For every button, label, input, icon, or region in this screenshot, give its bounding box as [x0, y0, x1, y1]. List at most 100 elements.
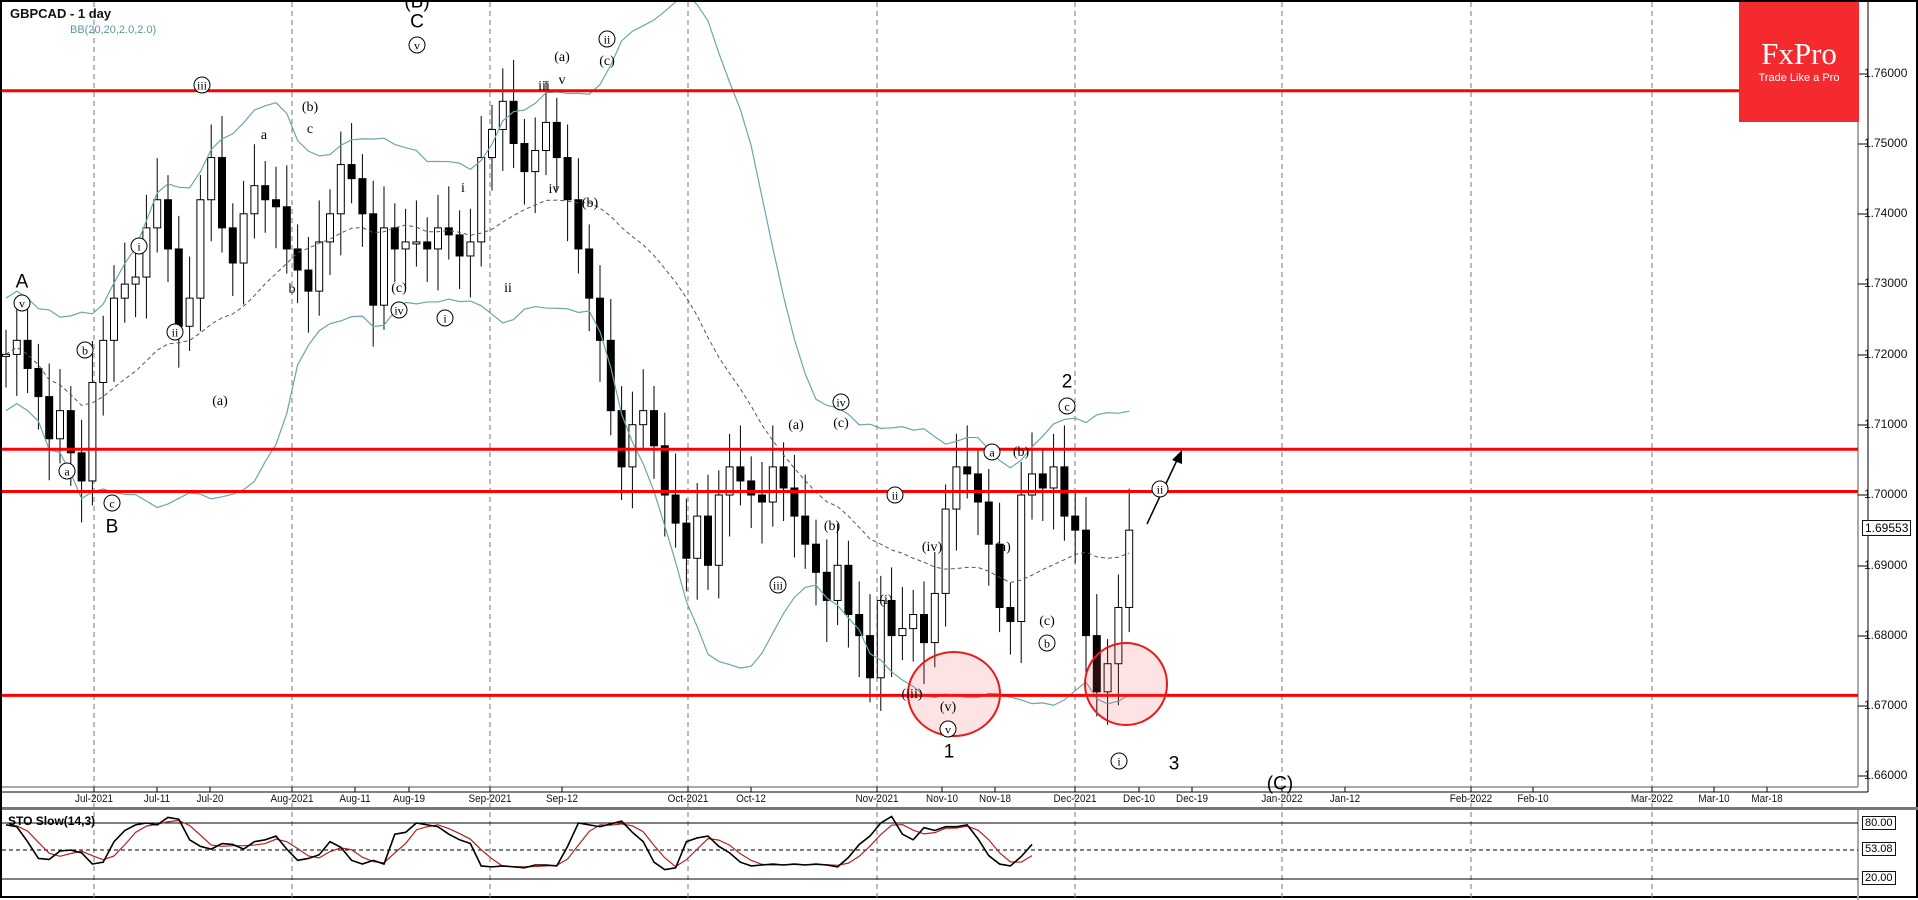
date-label: Oct-12 [736, 793, 766, 805]
wave-label: i [436, 309, 454, 327]
candle-body [239, 213, 248, 264]
logo-tagline: Trade Like a Pro [1758, 72, 1840, 84]
candle-body [293, 248, 302, 271]
candle-body [898, 628, 907, 637]
wave-label: 3 [1168, 753, 1180, 775]
current-price-tag: 1.69553 [1862, 520, 1912, 536]
chart-title: GBPCAD - 1 day [10, 6, 112, 21]
candle-body [1038, 473, 1047, 489]
candle-body [952, 466, 961, 510]
date-label: Jan-2022 [1261, 793, 1303, 805]
candle-body [498, 100, 507, 130]
candle-body [218, 157, 226, 229]
candle-body [585, 248, 594, 299]
price-label: 1.74000 [1864, 206, 1908, 220]
wave-label: b [76, 341, 94, 359]
date-label: Feb-10 [1517, 793, 1549, 805]
wave-label: (v) [939, 700, 957, 715]
price-label: 1.72000 [1864, 347, 1908, 361]
candle-body [1092, 635, 1101, 693]
wave-label: (c) [599, 54, 615, 69]
candle-body [347, 164, 356, 180]
candle-body [110, 297, 118, 341]
candle-body [1071, 515, 1080, 531]
candle-body [153, 199, 162, 229]
wave-label: v [408, 36, 426, 54]
candle-body [596, 297, 604, 341]
wave-label: iv [390, 301, 408, 319]
date-label: Aug-2021 [270, 793, 314, 805]
candle-body [963, 466, 972, 475]
price-label: 1.75000 [1864, 136, 1908, 150]
wave-label: c [103, 494, 121, 512]
wave-label: b [1038, 634, 1056, 652]
wave-label: (c) [833, 416, 849, 431]
candle-body [1103, 663, 1112, 693]
date-label: Mar-2022 [1630, 793, 1674, 805]
candle-body [444, 227, 453, 236]
candle-body [282, 206, 291, 250]
candle-body [185, 297, 194, 327]
candle-body [768, 466, 777, 503]
candle-body [531, 150, 540, 173]
candle-body [120, 283, 129, 299]
highlight-circle-2 [1084, 642, 1168, 726]
wave-label: iii [538, 79, 550, 94]
price-label: 1.71000 [1864, 417, 1908, 431]
date-label: Oct-2021 [667, 793, 709, 805]
candle-body [866, 635, 874, 679]
candle-body [639, 410, 648, 426]
wave-label: a [983, 443, 1001, 461]
candle-body [304, 269, 313, 292]
date-label: Sep-12 [546, 793, 578, 805]
candle-body [1006, 606, 1015, 623]
candle-body [758, 494, 766, 503]
candle-body [66, 410, 75, 454]
price-label: 1.70000 [1864, 487, 1908, 501]
wave-label: i [461, 181, 465, 196]
wave-label: (a) [995, 540, 1011, 555]
candle-body [693, 515, 702, 559]
candle-body [822, 571, 831, 601]
candle-body [779, 466, 788, 489]
candle-body [725, 466, 734, 496]
wave-label: (c) [1039, 614, 1055, 629]
wave-label: (b) [301, 100, 319, 115]
wave-label: 2 [1061, 371, 1073, 393]
candle-body [390, 227, 399, 250]
candle-body [520, 143, 529, 173]
wave-label: (a) [212, 394, 228, 409]
date-label: Aug-19 [393, 793, 425, 805]
bb-middle-line [5, 199, 1130, 584]
stochastic-title: STO Slow(14,3) [8, 814, 96, 828]
date-label: Nov-10 [926, 793, 958, 805]
candle-body [671, 494, 680, 524]
candle-body [99, 339, 108, 384]
price-label: 1.76000 [1864, 66, 1908, 80]
candle-body [261, 185, 270, 201]
wave-label: iii [193, 76, 211, 94]
candle-body [995, 543, 1004, 608]
candle-body [1017, 494, 1026, 623]
candle-body [801, 515, 810, 545]
panel-separator [2, 807, 1918, 810]
candle-body [1114, 606, 1123, 665]
candle-body [704, 515, 712, 566]
wave-label: (a) [788, 418, 804, 433]
date-label: Nov-2021 [855, 793, 899, 805]
wave-label: ii [166, 323, 184, 341]
stoch-level-20: 20.00 [1862, 871, 1896, 885]
candle-body [466, 241, 475, 257]
candle-body [1125, 529, 1134, 608]
candle-body [552, 121, 561, 159]
candle-body [250, 185, 259, 215]
candle-body [660, 445, 669, 496]
candle-body [1082, 529, 1090, 637]
wave-label: C [410, 11, 424, 33]
wave-label: ii [1151, 480, 1169, 498]
wave-label: iii [769, 576, 787, 594]
wave-label: c [306, 122, 314, 137]
wave-label: (iii) [901, 687, 923, 702]
